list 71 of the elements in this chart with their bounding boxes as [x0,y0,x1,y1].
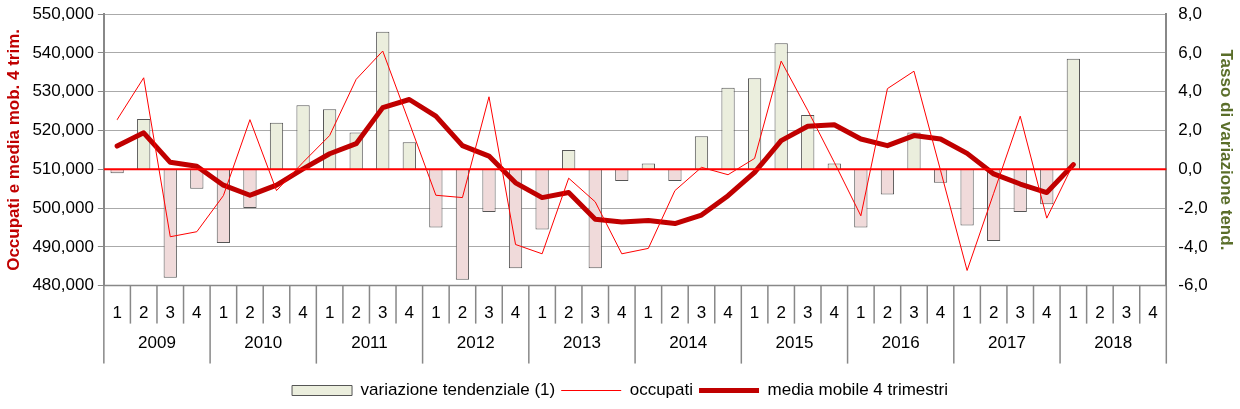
text: 2016 [881,333,920,353]
y-tick-label: 490,000 [32,236,94,256]
x-tick-label: 3 [909,303,919,323]
x-tick-label: 4 [829,303,840,323]
y-tick-label: 500,000 [32,197,94,217]
y-axis-title: Occupati e media mob. 4 trim. [3,28,23,271]
y2-tick-label: 8,0 [1178,3,1202,23]
x-tick-label: 3 [1121,303,1132,323]
x-tick-label: 4 [510,303,521,323]
y2-tick-label: -6,0 [1178,275,1208,295]
x-tick-label: 3 [590,303,600,323]
x-tick-label: 1 [643,303,654,323]
x-tick-label: 3 [165,303,175,323]
x-tick-label: 2 [245,303,255,323]
x-tick-label: 4 [404,303,415,323]
text: 2015 [775,333,814,353]
x-tick-label: 1 [324,303,335,323]
x-tick-label: 2 [776,303,786,323]
x-tick-label: 4 [1148,303,1158,323]
x-tick-label: 3 [802,303,813,323]
text: 2017 [988,333,1026,353]
x-tick-label: 1 [962,303,972,323]
y-tick-label: 550,000 [32,3,94,23]
x-tick-label: 2 [882,303,893,323]
x-tick-label: 4 [1042,303,1052,323]
y2-axis-title: Tasso di variazione tend. [1217,49,1237,251]
x-tick-label: 1 [856,303,866,323]
x-tick-label: 4 [617,303,627,323]
x-tick-label: 2 [563,303,574,323]
y-tick-label: 520,000 [32,120,94,140]
x-tick-label: 1 [537,303,547,323]
text: 2013 [563,333,601,353]
x-tick-label: 1 [1068,303,1079,323]
x-tick-label: 3 [696,303,707,323]
y2-tick-label: 0,0 [1178,158,1202,178]
x-tick-label: 2 [457,303,468,323]
x-tick-label: 2 [988,303,999,323]
y-tick-label: 480,000 [32,275,94,295]
x-tick-label: 3 [271,303,282,323]
x-tick-label: 4 [298,303,308,323]
text: 2018 [1094,333,1133,353]
x-tick-label: 4 [723,303,733,323]
x-tick-label: 1 [218,303,229,323]
x-tick-label: 1 [749,303,760,323]
legend-label: media mobile 4 trimestri [767,380,948,400]
y2-tick-label: 2,0 [1178,120,1202,140]
text: 2009 [138,333,176,353]
y2-tick-label: -4,0 [1178,236,1208,256]
x-tick-label: 2 [1095,303,1105,323]
y-tick-label: 510,000 [32,158,94,178]
x-tick-label: 3 [1015,303,1025,323]
x-tick-label: 2 [670,303,680,323]
text: 2010 [244,333,283,353]
x-tick-label: 3 [484,303,494,323]
y-tick-label: 530,000 [32,81,94,101]
x-tick-label: 1 [431,303,441,323]
legend-label: variazione tendenziale (1) [360,380,556,400]
y2-tick-label: 4,0 [1178,81,1202,101]
x-tick-label: 3 [378,303,388,323]
y2-tick-label: -2,0 [1178,197,1208,217]
x-tick-label: 1 [112,303,122,323]
x-tick-label: 4 [192,303,202,323]
text: 2011 [351,333,388,353]
y2-tick-label: 6,0 [1178,42,1202,62]
y-tick-label: 540,000 [32,42,94,62]
text: 2012 [456,333,495,353]
x-tick-label: 2 [138,303,149,323]
legend-label: occupati [629,380,694,400]
x-tick-label: 4 [935,303,946,323]
text: 2014 [669,333,708,353]
x-tick-label: 2 [351,303,361,323]
